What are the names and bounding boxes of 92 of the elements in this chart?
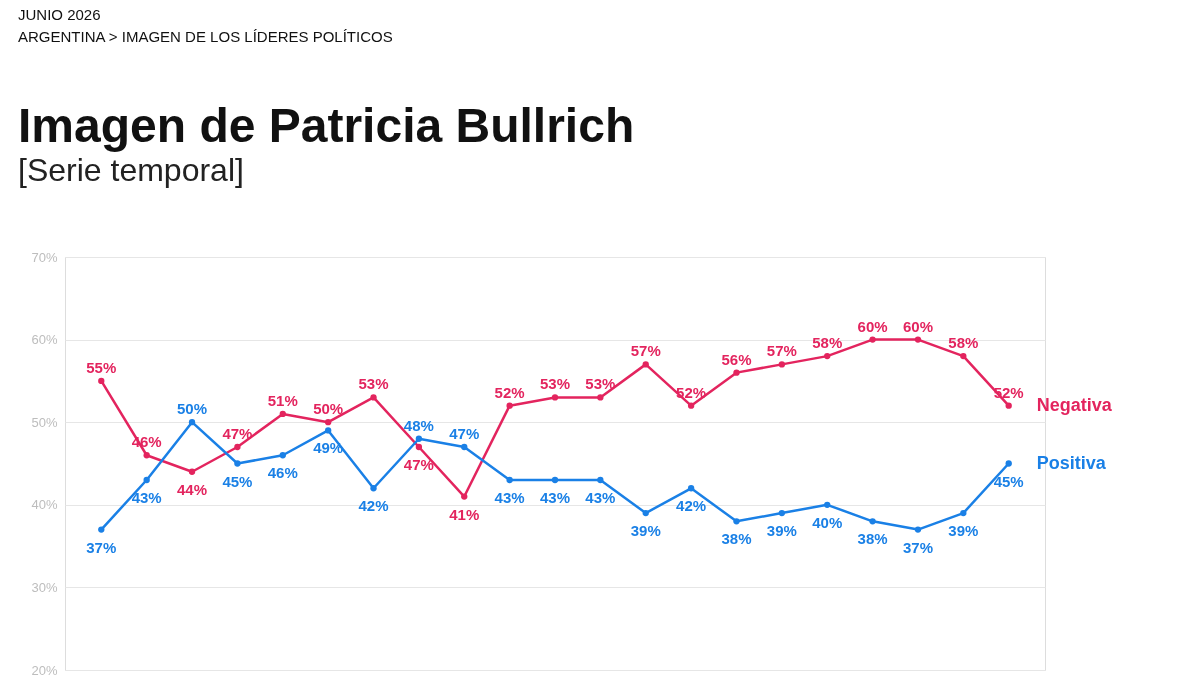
point	[234, 460, 241, 467]
point	[687, 485, 695, 492]
point	[370, 394, 377, 401]
point	[279, 410, 286, 418]
data-label: 42%	[676, 497, 707, 515]
data-label: 53%	[358, 375, 389, 393]
point	[960, 352, 967, 360]
data-label: 43%	[539, 489, 571, 507]
data-label: 37%	[902, 538, 933, 556]
data-label: 39%	[766, 522, 797, 540]
data-label: 40%	[812, 513, 843, 531]
point	[324, 427, 332, 434]
point	[914, 336, 922, 343]
point	[960, 509, 967, 517]
y-tick-label: 60%	[31, 332, 58, 348]
data-label: 43%	[131, 489, 162, 507]
point	[914, 526, 922, 533]
data-label: 43%	[585, 489, 616, 507]
data-label: 55%	[86, 358, 117, 376]
point	[98, 377, 105, 385]
y-tick-label: 20%	[31, 662, 58, 678]
point	[279, 452, 286, 459]
series-label: Positiva	[1036, 452, 1107, 473]
point	[642, 361, 649, 368]
point	[733, 518, 740, 525]
point	[551, 394, 559, 401]
data-label: 50%	[177, 400, 208, 418]
point	[188, 468, 196, 475]
point	[642, 509, 649, 517]
data-label: 45%	[993, 472, 1024, 490]
text: JUNIO 2026	[18, 6, 101, 23]
data-label: 37%	[86, 538, 117, 556]
point	[733, 369, 740, 376]
series-label: Negativa	[1036, 394, 1113, 415]
y-tick-label: 40%	[31, 497, 58, 513]
data-label: 60%	[902, 317, 933, 335]
data-label: 44%	[177, 480, 208, 498]
point	[1005, 460, 1012, 467]
data-label: 57%	[766, 342, 797, 360]
data-label: 52%	[494, 383, 525, 401]
y-tick-label: 30%	[31, 579, 58, 595]
data-label: 50%	[313, 400, 344, 418]
data-label: 38%	[857, 530, 888, 548]
data-label: 53%	[585, 375, 616, 393]
data-label: 58%	[812, 334, 843, 352]
y-tick-label: 50%	[31, 414, 58, 430]
data-label: 45%	[222, 472, 253, 490]
point	[506, 402, 513, 409]
data-label: 47%	[403, 455, 434, 473]
data-label: 42%	[358, 497, 389, 515]
point	[324, 419, 332, 426]
point	[778, 509, 786, 517]
data-label: 53%	[539, 375, 571, 393]
point	[188, 419, 196, 426]
y-tick-label: 70%	[31, 249, 58, 265]
point	[778, 361, 786, 368]
point	[1005, 402, 1012, 409]
data-label: 47%	[449, 424, 480, 442]
data-label: 60%	[857, 317, 888, 335]
data-label: 39%	[630, 522, 661, 540]
data-label: 41%	[449, 505, 480, 523]
data-label: 56%	[721, 350, 752, 368]
point	[143, 452, 150, 459]
point	[415, 443, 423, 451]
chart-title: Imagen de Patricia Bullrich	[18, 99, 635, 152]
data-label: 58%	[948, 334, 979, 352]
point	[461, 443, 468, 451]
point	[687, 402, 695, 409]
point	[869, 518, 876, 525]
point	[869, 336, 876, 343]
data-label: 48%	[403, 416, 434, 434]
point	[824, 352, 831, 360]
point	[143, 476, 150, 484]
data-label: 47%	[222, 424, 253, 442]
data-label: 38%	[721, 530, 752, 548]
point	[415, 435, 423, 442]
data-label: 57%	[630, 342, 661, 360]
point	[597, 394, 604, 401]
point	[98, 526, 105, 533]
point	[824, 501, 831, 508]
point	[506, 476, 513, 484]
data-label: 51%	[267, 391, 298, 409]
chart-subtitle: [Serie temporal]	[18, 152, 244, 188]
point	[597, 476, 604, 484]
data-label: 43%	[494, 489, 525, 507]
data-label: 46%	[267, 464, 298, 482]
data-label: 39%	[948, 522, 979, 540]
point	[234, 443, 241, 451]
text: ARGENTINA > IMAGEN DE LOS LÍDERES POLÍTICOS	[18, 28, 393, 45]
point	[551, 476, 559, 484]
point	[461, 493, 468, 500]
point	[370, 485, 377, 492]
